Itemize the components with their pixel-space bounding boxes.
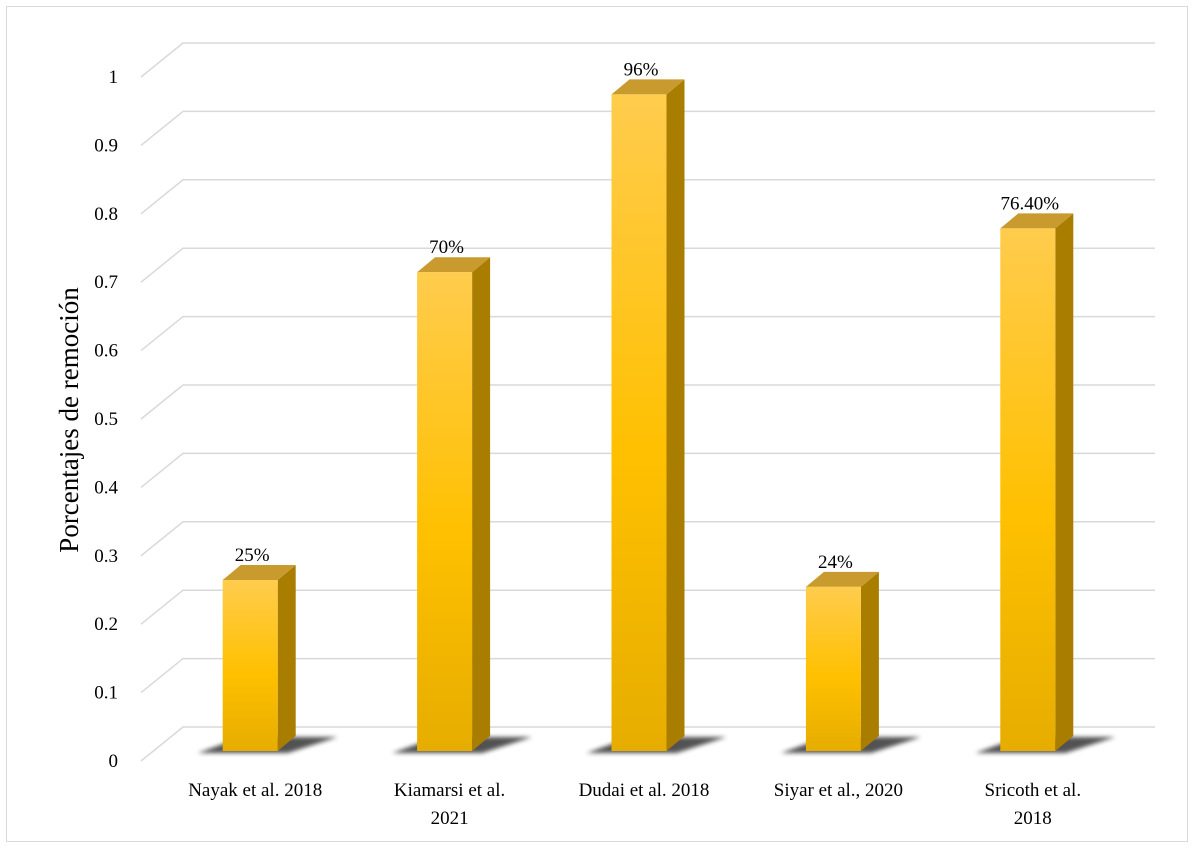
data-label: 76.40% — [1001, 193, 1060, 214]
gridline — [140, 179, 1155, 215]
gridline — [140, 384, 1155, 420]
bar — [586, 79, 727, 753]
gridline — [140, 42, 1155, 78]
bar-top — [1000, 213, 1074, 229]
x-category-label: Siyar et al., 2020 — [774, 780, 903, 801]
bar-side — [277, 565, 296, 751]
y-tick-label: 0.7 — [94, 272, 118, 293]
bar-front — [1000, 228, 1056, 751]
bar-side — [860, 571, 879, 751]
data-labels: 25% 70% 96% 24% 76.40% — [235, 59, 1059, 572]
x-axis: Nayak et al. 2018 Kiamarsi et al. 2021 Duda… — [188, 780, 1081, 829]
x-category-label: Dudai et al. 2018 — [579, 780, 710, 801]
x-category-label: Kiamarsi et al. 2021 — [394, 780, 505, 829]
bar-side — [1055, 213, 1074, 751]
y-tick-label: 0.3 — [94, 546, 118, 567]
bar-top — [222, 565, 296, 580]
gridline — [140, 247, 1155, 283]
bar-top — [417, 257, 491, 273]
y-tick-label: 0.4 — [94, 477, 118, 498]
data-label: 25% — [235, 545, 270, 566]
data-label: 24% — [818, 552, 853, 573]
bars — [197, 79, 1116, 753]
bar-top — [805, 571, 879, 587]
gridline — [140, 521, 1155, 557]
x-category-label: Sricoth et al. 2018 — [985, 780, 1082, 829]
bar-front — [417, 272, 473, 751]
y-tick-label: 0.1 — [94, 683, 118, 704]
gridline — [140, 315, 1155, 352]
y-tick-label: 0.2 — [94, 614, 118, 635]
bar — [975, 213, 1116, 753]
y-tick-label: 0.5 — [94, 409, 118, 430]
bar-side — [666, 79, 685, 752]
x-category-label: Nayak et al. 2018 — [188, 780, 322, 801]
gridline — [140, 452, 1155, 488]
bar-front — [805, 586, 861, 751]
chart-frame — [6, 6, 1188, 842]
y-tick-label: 0.9 — [94, 135, 118, 156]
bar — [392, 257, 533, 753]
bar-side — [472, 257, 491, 751]
y-tick-label: 0 — [109, 751, 119, 772]
data-label: 96% — [624, 59, 659, 80]
bar — [197, 565, 338, 753]
bar-top — [611, 79, 685, 95]
y-axis-title: Porcentajes de remoción — [54, 287, 84, 553]
y-tick-label: 0.8 — [94, 204, 118, 225]
data-label: 70% — [429, 237, 464, 258]
y-tick-label: 0.6 — [94, 341, 118, 362]
y-axis: 0 0.1 0.2 0.3 0.4 0.5 0.6 0.7 0.8 0.9 1 — [94, 67, 118, 772]
bar-front — [222, 580, 278, 751]
bar-front — [611, 94, 667, 752]
y-tick-label: 1 — [109, 67, 119, 88]
bar — [780, 571, 921, 753]
gridline — [140, 110, 1155, 146]
